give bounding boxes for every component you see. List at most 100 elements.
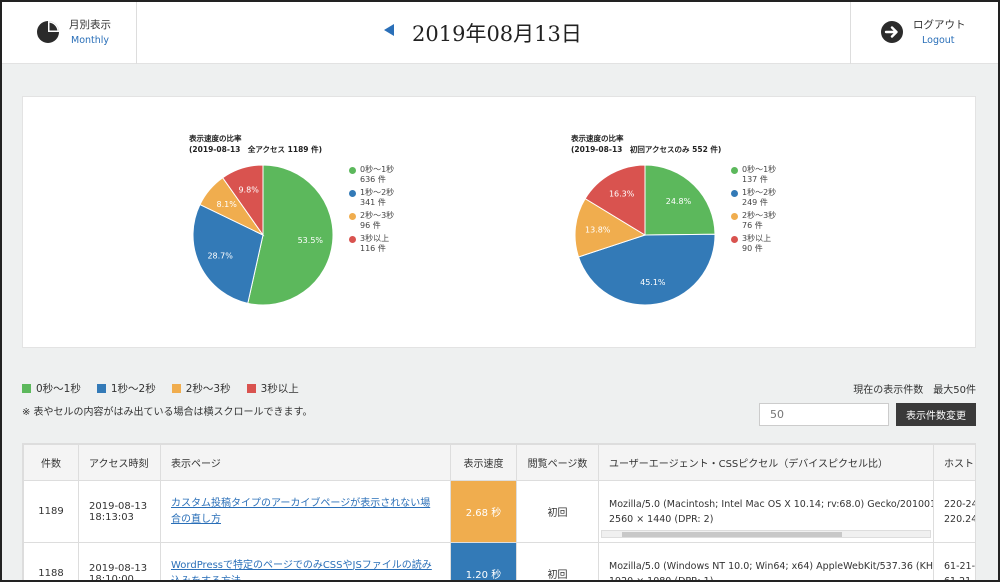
row-number: 1189 (23, 480, 79, 543)
logout-title: ログアウト (913, 19, 966, 31)
css-pixels-text: 2560 × 1440 (DPR: 2) (609, 513, 714, 525)
pie-slice-3 (222, 164, 264, 237)
chart2-title-line1: 表示速度の比率 (571, 134, 624, 143)
chart2-legend: 0秒～1秒 137 件 1秒～2秒 249 件 2秒～3秒 76 件 3秒以上 90 件 (731, 165, 776, 257)
legend-dot (731, 236, 738, 243)
monthly-view-button[interactable]: 月別表示 Monthly (0, 0, 137, 64)
speed-cell: 1.20 秒 (450, 542, 517, 581)
access-log-table: 件数 アクセス時刻 表示ページ 表示速度 閲覧ページ数 ユーザーエージェント・C… (23, 444, 976, 582)
pie-chart-first-access: 24.8% 45.1% 13.8% 16.3% (574, 164, 716, 306)
user-agent-cell[interactable]: Mozilla/5.0 (Windows NT 10.0; Win64; x64… (598, 542, 934, 582)
css-pixels-text: 1920 × 1080 (DPR: 1) (609, 575, 714, 582)
legend-label: 0秒～1秒 (360, 165, 395, 174)
chart1-legend: 0秒～1秒 636 件 1秒～2秒 341 件 2秒～3秒 96 件 3秒以上 116 件 (349, 165, 394, 257)
user-agent-text: Mozilla/5.0 (Windows NT 10.0; Win64; x64… (609, 560, 934, 572)
page-cell: カスタム投稿タイプのアーカイブページが表示されない場合の直し方 (160, 480, 451, 543)
prev-day-arrow-icon[interactable] (384, 24, 394, 36)
legend-item: 2秒～3秒 76 件 (731, 211, 776, 231)
access-clock: 18:10:00 (89, 573, 134, 582)
user-agent-cell[interactable]: Mozilla/5.0 (Macintosh; Intel Mac OS X 1… (598, 480, 934, 543)
monthly-link[interactable]: Monthly (71, 35, 110, 46)
monthly-title: 月別表示 (69, 19, 111, 31)
speed-legend-item: 1秒～2秒 (96, 381, 156, 396)
legend-swatch-green (22, 384, 31, 393)
current-date: 2019年08月13日 (412, 22, 582, 46)
pie-slice-label-1: 28.7% (207, 252, 233, 261)
page-link[interactable]: WordPressで特定のページでのみCSSやJSファイルの読み込みをする方法 (171, 559, 432, 582)
pie-slice-label-3: 16.3% (609, 190, 635, 199)
cell-horizontal-scrollbar[interactable] (601, 530, 931, 538)
pie-slice-0 (644, 164, 716, 236)
logout-link[interactable]: Logout (922, 35, 955, 46)
speed-legend-label: 2秒～3秒 (185, 383, 231, 395)
legend-dot (349, 167, 356, 174)
access-date: 2019-08-13 (89, 562, 148, 574)
legend-count: 96 件 (360, 221, 381, 230)
legend-label: 1秒～2秒 (360, 188, 395, 197)
scrollbar-thumb[interactable] (622, 532, 842, 537)
chart1-title-line1: 表示速度の比率 (189, 134, 242, 143)
pie-slice-1 (192, 203, 264, 304)
legend-item: 3秒以上 116 件 (349, 234, 394, 254)
legend-item: 1秒～2秒 249 件 (731, 188, 776, 208)
pie-slice-0 (247, 164, 334, 306)
speed-legend-item: 0秒～1秒 (22, 381, 81, 396)
host-name: 61-21- (944, 560, 976, 572)
speed-legend-label: 1秒～2秒 (110, 383, 156, 395)
access-log-table-container[interactable]: 件数 アクセス時刻 表示ページ 表示速度 閲覧ページ数 ユーザーエージェント・C… (22, 443, 976, 582)
col-header-page: 表示ページ (160, 444, 451, 481)
table-header-row: 件数 アクセス時刻 表示ページ 表示速度 閲覧ページ数 ユーザーエージェント・C… (23, 444, 975, 481)
arrow-right-circle-icon (881, 21, 903, 43)
page-views: 初回 (516, 480, 599, 543)
pie-chart-icon (37, 21, 59, 43)
speed-legend: 0秒～1秒 1秒～2秒 2秒～3秒 3秒以上 (22, 381, 299, 396)
col-header-access-time: アクセス時刻 (78, 444, 161, 481)
speed-legend-label: 3秒以上 (260, 383, 299, 395)
legend-dot (349, 190, 356, 197)
legend-item: 1秒～2秒 341 件 (349, 188, 394, 208)
chart1-title: 表示速度の比率 (2019-08-13 全アクセス 1189 件) (189, 133, 322, 155)
legend-item: 2秒～3秒 96 件 (349, 211, 394, 231)
pie-chart-all-access: 53.5% 28.7% 8.1%9.8% (192, 164, 334, 306)
host-name: 220-24 (944, 498, 976, 510)
speed-legend-item: 2秒～3秒 (171, 381, 231, 396)
col-header-user-agent: ユーザーエージェント・CSSピクセル（デバイスピクセル比） (598, 444, 934, 481)
top-bar: 月別表示 Monthly 2019年08月13日 ログアウト Logout (0, 0, 1000, 64)
change-display-count-button[interactable]: 表示件数変更 (896, 403, 976, 426)
pie-slice-label-1: 45.1% (640, 278, 666, 287)
chart1-title-line2: (2019-08-13 全アクセス 1189 件) (189, 145, 323, 154)
logout-button[interactable]: ログアウト Logout (850, 0, 1000, 64)
legend-item: 0秒～1秒 636 件 (349, 165, 394, 185)
legend-swatch-blue (96, 384, 106, 393)
pie-slice-label-3: 9.8% (238, 186, 259, 195)
row-number: 1188 (23, 542, 79, 581)
pie-slice-2 (574, 197, 647, 258)
col-header-host: ホスト・ (933, 444, 975, 481)
scroll-note: ※ 表やセルの内容がはみ出ている場合は横スクロールできます。 (22, 407, 313, 418)
charts-panel: 表示速度の比率 (2019-08-13 全アクセス 1189 件) 53.5% 2… (22, 96, 976, 348)
legend-dot (731, 190, 738, 197)
legend-dot (349, 236, 356, 243)
legend-label: 0秒～1秒 (742, 165, 777, 174)
page-link[interactable]: カスタム投稿タイプのアーカイブページが表示されない場合の直し方 (171, 497, 431, 525)
table-row: 1189 2019-08-13 18:13:03 カスタム投稿タイプのアーカイブペ… (23, 480, 976, 543)
table-row: 1188 2019-08-13 18:10:00 WordPressで特定のページ… (23, 542, 976, 582)
speed-legend-item: 3秒以上 (246, 381, 299, 396)
chart2-title: 表示速度の比率 (2019-08-13 初回アクセスのみ 552 件) (571, 133, 721, 155)
col-header-speed: 表示速度 (450, 444, 517, 481)
pie-slice-label-2: 13.8% (585, 226, 611, 235)
legend-count: 137 件 (742, 175, 768, 184)
access-time: 2019-08-13 18:10:00 (78, 542, 161, 582)
display-count-input[interactable] (759, 403, 889, 426)
host-cell: 61-21- 61.21. (933, 542, 976, 581)
access-clock: 18:13:03 (89, 511, 134, 523)
page-views: 初回 (516, 542, 599, 581)
legend-count: 249 件 (742, 198, 768, 207)
pie-slice-1 (577, 233, 716, 306)
speed-cell: 2.68 秒 (450, 480, 517, 543)
legend-label: 2秒～3秒 (360, 211, 395, 220)
legend-label: 3秒以上 (360, 234, 390, 243)
legend-dot (349, 213, 356, 220)
legend-count: 76 件 (742, 221, 763, 230)
access-time: 2019-08-13 18:13:03 (78, 480, 161, 543)
